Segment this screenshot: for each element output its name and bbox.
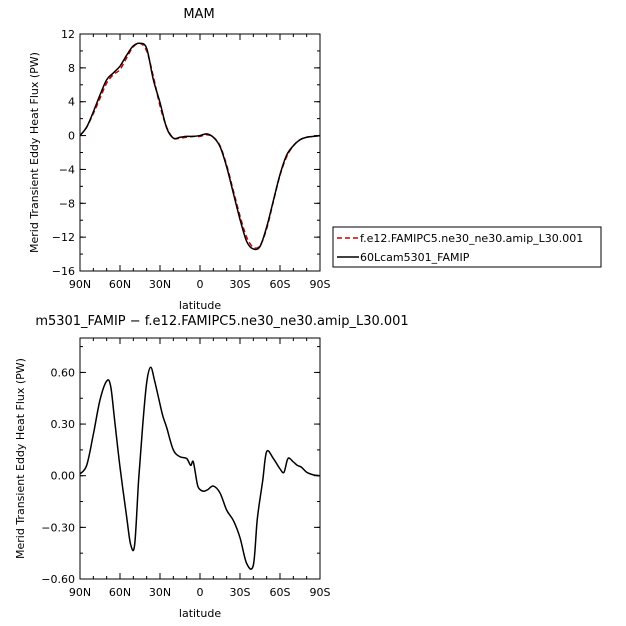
x-tick-label: 90N <box>69 278 91 291</box>
x-tick-label: 60S <box>270 278 291 291</box>
y-tick-label: 0 <box>68 130 75 143</box>
y-tick-label: −12 <box>52 231 75 244</box>
x-tick-label: 90S <box>310 586 331 599</box>
y-tick-label: −0.60 <box>41 573 75 586</box>
x-tick-label: 60N <box>109 586 131 599</box>
x-axis-label: latitude <box>179 299 221 312</box>
y-tick-label: −16 <box>52 265 75 278</box>
x-tick-label: 0 <box>197 586 204 599</box>
x-tick-label: 30S <box>230 586 251 599</box>
x-tick-label: 0 <box>197 278 204 291</box>
y-tick-label: −4 <box>59 163 75 176</box>
legend-box <box>332 226 602 268</box>
x-tick-label: 30N <box>149 278 171 291</box>
y-tick-label: 0.00 <box>51 470 76 483</box>
series-line-1 <box>79 42 321 251</box>
y-tick-label: −8 <box>59 197 75 210</box>
chart-title: m5301_FAMIP − f.e12.FAMIPC5.ne30_ne30.am… <box>35 314 408 329</box>
y-tick-label: 0.60 <box>51 366 76 379</box>
y-tick-label: 4 <box>68 96 75 109</box>
x-tick-label: 30S <box>230 278 251 291</box>
y-tick-label: −0.30 <box>41 521 75 534</box>
series-line-0 <box>79 42 321 249</box>
y-tick-label: 8 <box>68 62 75 75</box>
x-axis-label: latitude <box>179 607 221 620</box>
y-axis-label: Merid Transient Eddy Heat Flux (PW) <box>14 358 27 559</box>
legend-label: f.e12.FAMIPC5.ne30_ne30.amip_L30.001 <box>360 232 583 245</box>
x-tick-label: 60N <box>109 278 131 291</box>
series-line-0 <box>79 366 321 570</box>
x-tick-label: 90S <box>310 278 331 291</box>
legend-label: 60Lcam5301_FAMIP <box>360 251 470 264</box>
plot-frame <box>79 337 321 580</box>
y-tick-label: 12 <box>61 28 75 41</box>
x-tick-label: 90N <box>69 586 91 599</box>
x-tick-label: 30N <box>149 586 171 599</box>
x-tick-label: 60S <box>270 586 291 599</box>
chart-title: MAM <box>183 7 214 22</box>
y-tick-label: 0.30 <box>51 418 76 431</box>
y-axis-label: Merid Transient Eddy Heat Flux (PW) <box>28 52 41 253</box>
